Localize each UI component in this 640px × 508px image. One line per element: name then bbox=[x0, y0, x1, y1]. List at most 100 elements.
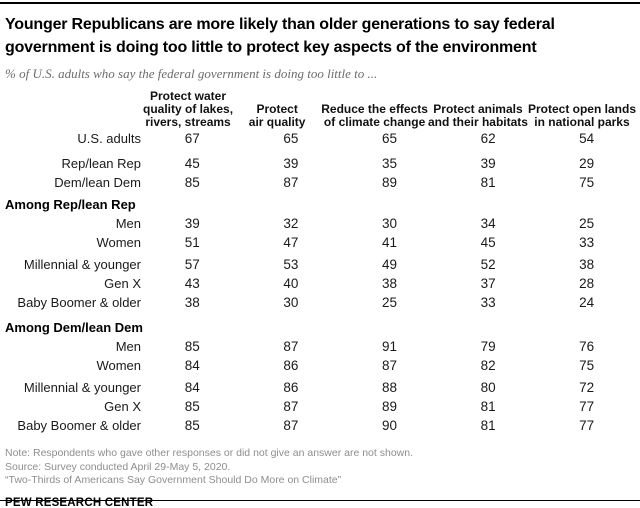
cell-value: 84 bbox=[184, 380, 200, 395]
cell-value: 47 bbox=[283, 235, 299, 250]
cell-value: 38 bbox=[184, 295, 200, 310]
cell-value: 38 bbox=[381, 276, 397, 291]
report-title-line: “Two-Thirds of Americans Say Government … bbox=[5, 474, 342, 486]
row-label: Women bbox=[96, 358, 141, 373]
figure-subtitle: % of U.S. adults who say the federal gov… bbox=[5, 66, 378, 81]
cell-value: 85 bbox=[184, 339, 200, 354]
cell-value: 87 bbox=[381, 358, 397, 373]
table-row-rep-millennial: Millennial & younger 57 53 49 52 38 bbox=[5, 255, 636, 274]
table-row-dem-men: Men 85 87 91 79 76 bbox=[5, 337, 636, 356]
cell-value: 77 bbox=[579, 418, 595, 433]
cell-value: 54 bbox=[579, 131, 595, 146]
column-header-air-quality: Protect air quality bbox=[248, 102, 306, 129]
cell-value: 38 bbox=[579, 257, 595, 272]
figure-content: Younger Republicans are more likely than… bbox=[0, 13, 640, 508]
cell-value: 81 bbox=[480, 399, 496, 414]
cell-value: 87 bbox=[283, 399, 299, 414]
cell-value: 45 bbox=[480, 235, 496, 250]
top-rule bbox=[0, 2, 640, 4]
row-label: Men bbox=[115, 339, 141, 354]
cell-value: 28 bbox=[579, 276, 595, 291]
table-row-rep-genx: Gen X 43 40 38 37 28 bbox=[5, 274, 636, 293]
cell-value: 40 bbox=[283, 276, 299, 291]
table-row-rep-men: Men 39 32 30 34 25 bbox=[5, 214, 636, 233]
footnotes: Note: Respondents who gave other respons… bbox=[5, 447, 636, 488]
cell-value: 90 bbox=[381, 418, 397, 433]
cell-value: 85 bbox=[184, 399, 200, 414]
cell-value: 37 bbox=[480, 276, 496, 291]
cell-value: 91 bbox=[381, 339, 397, 354]
cell-value: 25 bbox=[579, 216, 595, 231]
cell-value: 65 bbox=[381, 131, 397, 146]
cell-value: 35 bbox=[381, 156, 397, 171]
cell-value: 75 bbox=[579, 175, 595, 190]
cell-value: 88 bbox=[381, 380, 397, 395]
table-row-dem-millennial: Millennial & younger 84 86 88 80 72 bbox=[5, 378, 636, 397]
row-label: U.S. adults bbox=[77, 131, 141, 146]
source-line: Source: Survey conducted April 29-May 5,… bbox=[5, 460, 231, 473]
row-label: Rep/lean Rep bbox=[61, 156, 142, 171]
column-header-climate-change: Reduce the effects of climate change bbox=[321, 102, 428, 129]
table-row-dem-lean-dem: Dem/lean Dem 85 87 89 81 75 bbox=[5, 173, 636, 192]
section-label: Among Dem/lean Dem bbox=[5, 320, 143, 335]
column-header-animals-habitats: Protect animals and their habitats bbox=[427, 102, 528, 129]
cell-value: 72 bbox=[579, 380, 595, 395]
table-row-rep-women: Women 51 47 41 45 33 bbox=[5, 233, 636, 252]
cell-value: 89 bbox=[381, 399, 397, 414]
row-label: Baby Boomer & older bbox=[17, 295, 141, 310]
cell-value: 62 bbox=[480, 131, 496, 146]
cell-value: 65 bbox=[283, 131, 299, 146]
cell-value: 86 bbox=[283, 358, 299, 373]
row-label: Millennial & younger bbox=[23, 257, 141, 272]
table-row-dem-women: Women 84 86 87 82 75 bbox=[5, 356, 636, 375]
cell-value: 29 bbox=[579, 156, 595, 171]
cell-value: 80 bbox=[480, 380, 496, 395]
column-header-water-quality: Protect water quality of lakes, rivers, … bbox=[143, 89, 234, 129]
row-label: Gen X bbox=[104, 399, 141, 414]
cell-value: 53 bbox=[283, 257, 299, 272]
cell-value: 76 bbox=[579, 339, 595, 354]
cell-value: 79 bbox=[480, 339, 496, 354]
cell-value: 51 bbox=[184, 235, 200, 250]
cell-value: 82 bbox=[480, 358, 496, 373]
cell-value: 43 bbox=[184, 276, 200, 291]
cell-value: 33 bbox=[579, 235, 595, 250]
cell-value: 87 bbox=[283, 175, 299, 190]
cell-value: 39 bbox=[283, 156, 299, 171]
cell-value: 85 bbox=[184, 175, 200, 190]
cell-value: 30 bbox=[283, 295, 299, 310]
cell-value: 33 bbox=[480, 295, 496, 310]
cell-value: 86 bbox=[283, 380, 299, 395]
table-row-rep-boomer: Baby Boomer & older 38 30 25 33 24 bbox=[5, 293, 636, 312]
section-label: Among Rep/lean Rep bbox=[5, 197, 136, 212]
cell-value: 32 bbox=[283, 216, 299, 231]
cell-value: 89 bbox=[381, 175, 397, 190]
cell-value: 24 bbox=[579, 295, 595, 310]
row-label: Dem/lean Dem bbox=[54, 175, 141, 190]
cell-value: 87 bbox=[283, 418, 299, 433]
cell-value: 39 bbox=[480, 156, 496, 171]
section-header-among-dem: Among Dem/lean Dem bbox=[5, 318, 636, 337]
table-header-row: Protect water quality of lakes, rivers, … bbox=[5, 90, 636, 129]
row-label: Men bbox=[115, 216, 141, 231]
cell-value: 77 bbox=[579, 399, 595, 414]
cell-value: 81 bbox=[480, 418, 496, 433]
cell-value: 30 bbox=[381, 216, 397, 231]
row-label: Millennial & younger bbox=[23, 380, 141, 395]
bottom-rule bbox=[0, 500, 640, 501]
cell-value: 49 bbox=[381, 257, 397, 272]
cell-value: 52 bbox=[480, 257, 496, 272]
note-line: Note: Respondents who gave other respons… bbox=[5, 447, 413, 459]
column-header-open-lands: Protect open lands in national parks bbox=[527, 102, 636, 129]
cell-value: 81 bbox=[480, 175, 496, 190]
cell-value: 84 bbox=[184, 358, 200, 373]
table-row-rep-lean-rep: Rep/lean Rep 45 39 35 39 29 bbox=[5, 154, 636, 173]
cell-value: 25 bbox=[381, 295, 397, 310]
cell-value: 41 bbox=[381, 235, 397, 250]
cell-value: 34 bbox=[480, 216, 496, 231]
cell-value: 85 bbox=[184, 418, 200, 433]
cell-value: 57 bbox=[184, 257, 200, 272]
cell-value: 75 bbox=[579, 358, 595, 373]
cell-value: 45 bbox=[184, 156, 200, 171]
